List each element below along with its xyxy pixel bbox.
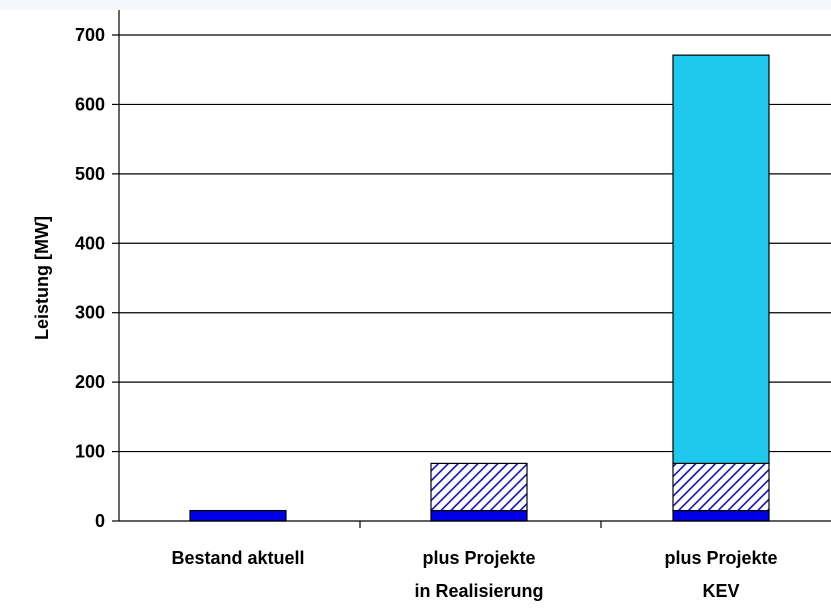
x-category-label: Bestand aktuell <box>171 548 304 568</box>
x-category-label: KEV <box>702 581 739 601</box>
y-tick-label: 700 <box>75 25 105 45</box>
x-category-label: plus Projekte <box>664 548 777 568</box>
y-tick-label: 100 <box>75 442 105 462</box>
top-strip <box>0 0 831 10</box>
bar-segment <box>430 462 528 512</box>
y-tick-label: 300 <box>75 303 105 323</box>
y-tick-label: 0 <box>95 511 105 531</box>
bar-segment <box>672 54 770 464</box>
y-tick-label: 200 <box>75 372 105 392</box>
y-tick-label: 500 <box>75 164 105 184</box>
bar-segment <box>672 462 770 512</box>
bar-segment <box>672 509 770 522</box>
labels: 0 100 200 300 400 500 600 700 Bestand aktuell plu… <box>32 25 778 601</box>
bars <box>189 54 770 522</box>
axes <box>112 10 831 528</box>
x-category-label: in Realisierung <box>414 581 543 601</box>
y-axis-title: Leistung [MW] <box>32 216 52 340</box>
y-tick-label: 400 <box>75 233 105 253</box>
x-category-label: plus Projekte <box>422 548 535 568</box>
bar-segment <box>430 509 528 522</box>
y-tick-label: 600 <box>75 94 105 114</box>
bar-segment <box>189 509 287 522</box>
